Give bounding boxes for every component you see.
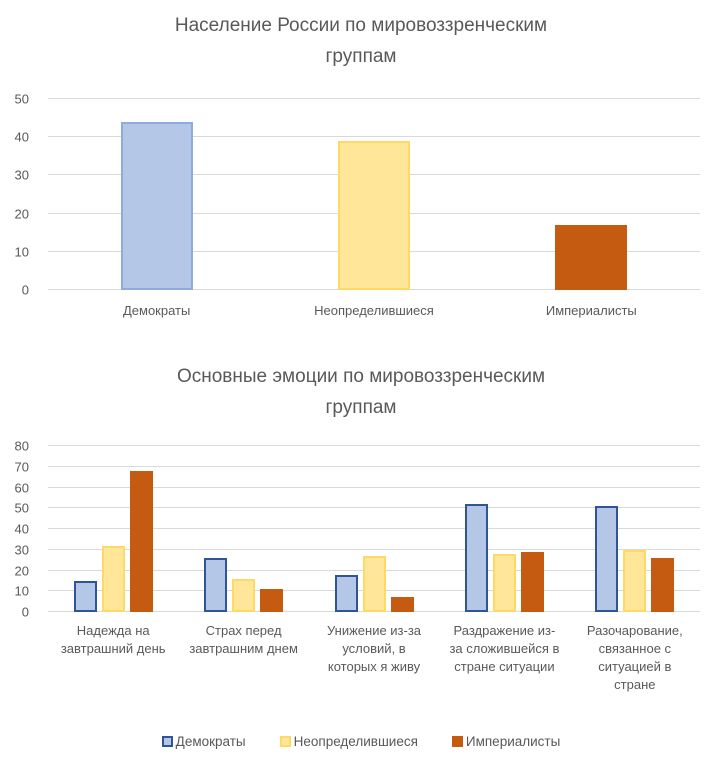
- category-label: Раздражение из-за сложившейся в стране с…: [449, 623, 560, 674]
- y-axis: 0 10 20 30 40 50: [0, 93, 38, 297]
- y-axis-tick-label: 10: [14, 244, 29, 260]
- y-axis: 0 10 20 30 40 50 60 70 80: [0, 440, 38, 619]
- bar-democrats: [464, 504, 488, 612]
- gridline: [48, 548, 700, 550]
- bar-democrats: [204, 558, 228, 612]
- y-axis-tick-label: 30: [14, 167, 29, 183]
- bar-undecided: [337, 141, 410, 290]
- y-axis-tick-label: 10: [14, 583, 29, 599]
- bar-undecided: [623, 549, 647, 612]
- bar-democrats: [73, 580, 97, 612]
- y-axis-tick-label: 50: [14, 500, 29, 516]
- legend-item-imperialists: Империалисты: [451, 734, 561, 749]
- category-label: Разочарование, связанное с ситуацией в с…: [586, 623, 683, 692]
- category-slot: [178, 446, 308, 612]
- y-axis-tick-label: 30: [14, 542, 29, 558]
- y-axis-tick-label: 40: [14, 129, 29, 145]
- legend-swatch-democrats-icon: [161, 736, 173, 747]
- bar-democrats: [334, 574, 358, 612]
- plot-area: [48, 98, 700, 290]
- bar-undecided: [101, 545, 125, 612]
- legend-item-undecided: Неопределившиеся: [279, 734, 418, 749]
- legend-label: Неопределившиеся: [293, 734, 418, 749]
- bar-imperialists: [651, 558, 675, 612]
- y-axis-tick-label: 50: [14, 91, 29, 107]
- y-axis-tick-label: 20: [14, 563, 29, 578]
- category-slot: [265, 99, 482, 290]
- category-slot: [309, 446, 439, 612]
- bar-imperialists: [555, 225, 628, 290]
- gridline: [48, 486, 700, 488]
- gridline: [48, 528, 700, 529]
- legend-swatch-undecided-icon: [279, 736, 291, 747]
- gridline: [48, 445, 700, 446]
- bar-undecided: [492, 553, 516, 612]
- category-slot: [439, 446, 569, 612]
- bars-area: [48, 99, 700, 290]
- category-slot: [48, 99, 265, 290]
- y-axis-tick-label: 40: [14, 521, 29, 537]
- y-axis-tick-label: 0: [21, 604, 29, 620]
- y-axis-tick-label: 70: [14, 459, 29, 475]
- category-label: Демократы: [122, 303, 191, 318]
- x-axis: Демократы Неопределившиеся Империалисты: [48, 302, 700, 320]
- chart-title: Население России по мировоззренческим гр…: [174, 15, 548, 67]
- bars-area: [48, 446, 700, 612]
- bar-democrats: [120, 121, 193, 290]
- legend: Демократы Неопределившиеся Империалисты: [0, 734, 722, 749]
- y-axis-tick-label: 80: [14, 438, 29, 454]
- bar-democrats: [595, 506, 619, 612]
- gridline: [48, 98, 700, 99]
- bar-imperialists: [520, 551, 544, 612]
- category-label: Неопределившиеся: [314, 303, 434, 318]
- legend-label: Демократы: [175, 734, 246, 749]
- bar-undecided: [362, 555, 386, 612]
- bar-imperialists: [129, 470, 153, 612]
- category-slot: [48, 446, 178, 612]
- legend-label: Империалисты: [465, 734, 561, 749]
- category-label: Империалисты: [545, 303, 637, 318]
- y-axis-tick-label: 0: [21, 282, 29, 298]
- x-axis: Надежда на завтрашний день Страх перед за…: [48, 622, 700, 694]
- y-axis-tick-label: 60: [14, 480, 29, 495]
- legend-swatch-imperialists-icon: [451, 736, 463, 747]
- bar-imperialists: [390, 597, 414, 612]
- chart-title: Основные эмоции по мировоззренческим гру…: [176, 366, 546, 418]
- gridline: [48, 136, 700, 138]
- gridline: [48, 507, 700, 509]
- category-slot: [570, 446, 700, 612]
- legend-item-democrats: Демократы: [161, 734, 246, 749]
- bar-undecided: [232, 578, 256, 612]
- category-label: Унижение из-за условий, в которых я живу: [326, 623, 422, 674]
- gridline: [48, 465, 700, 467]
- bar-imperialists: [260, 589, 284, 612]
- y-axis-tick-label: 20: [14, 206, 29, 222]
- category-label: Надежда на завтрашний день: [60, 623, 166, 656]
- category-label: Страх перед завтрашним днем: [189, 623, 298, 656]
- category-slot: [483, 99, 700, 290]
- plot-area: [48, 445, 700, 612]
